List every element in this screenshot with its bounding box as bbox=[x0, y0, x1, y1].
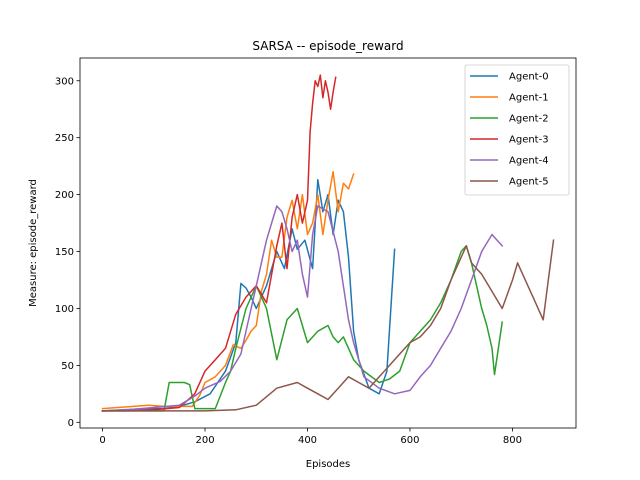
series-line-agent-4 bbox=[101, 205, 504, 412]
series-line-agent-2 bbox=[101, 245, 504, 412]
chart-title: SARSA -- episode_reward bbox=[252, 39, 403, 53]
x-tick-label: 200 bbox=[195, 435, 214, 446]
y-tick-label: 100 bbox=[55, 304, 74, 315]
y-tick-label: 150 bbox=[55, 247, 74, 258]
legend-label-agent-3: Agent-3 bbox=[509, 135, 549, 146]
y-tick-label: 200 bbox=[55, 190, 74, 201]
series-layer bbox=[101, 74, 555, 412]
series-line-agent-1 bbox=[101, 171, 355, 410]
series-line-agent-0 bbox=[101, 179, 396, 412]
plot-frame bbox=[79, 57, 577, 429]
legend-label-agent-1: Agent-1 bbox=[509, 93, 549, 104]
x-tick-label: 400 bbox=[298, 435, 317, 446]
x-axis-title: Episodes bbox=[306, 459, 350, 470]
x-axis: 0 200 400 600 800 bbox=[99, 428, 522, 446]
y-axis-title: Measure: episode_reward bbox=[28, 179, 39, 307]
legend-label-agent-0: Agent-0 bbox=[509, 72, 549, 83]
legend-items: Agent-0 Agent-1 Agent-2 Agent-3 Agent-4 Agent… bbox=[470, 72, 549, 188]
legend: Agent-0 Agent-1 Agent-2 Agent-3 Agent-4 Agent… bbox=[464, 64, 570, 196]
y-tick-label: 300 bbox=[55, 76, 74, 87]
series-line-agent-5 bbox=[101, 239, 555, 412]
legend-frame bbox=[464, 64, 570, 196]
y-tick-label: 50 bbox=[61, 361, 74, 372]
legend-label-agent-2: Agent-2 bbox=[509, 114, 549, 125]
y-tick-label: 250 bbox=[55, 133, 74, 144]
legend-label-agent-5: Agent-5 bbox=[509, 177, 549, 188]
legend-label-agent-4: Agent-4 bbox=[509, 156, 549, 167]
x-tick-label: 0 bbox=[99, 435, 105, 446]
x-tick-label: 800 bbox=[503, 435, 522, 446]
y-axis: 0 50 100 150 200 250 300 bbox=[55, 76, 80, 429]
x-tick-label: 600 bbox=[400, 435, 419, 446]
y-tick-label: 0 bbox=[68, 418, 74, 429]
